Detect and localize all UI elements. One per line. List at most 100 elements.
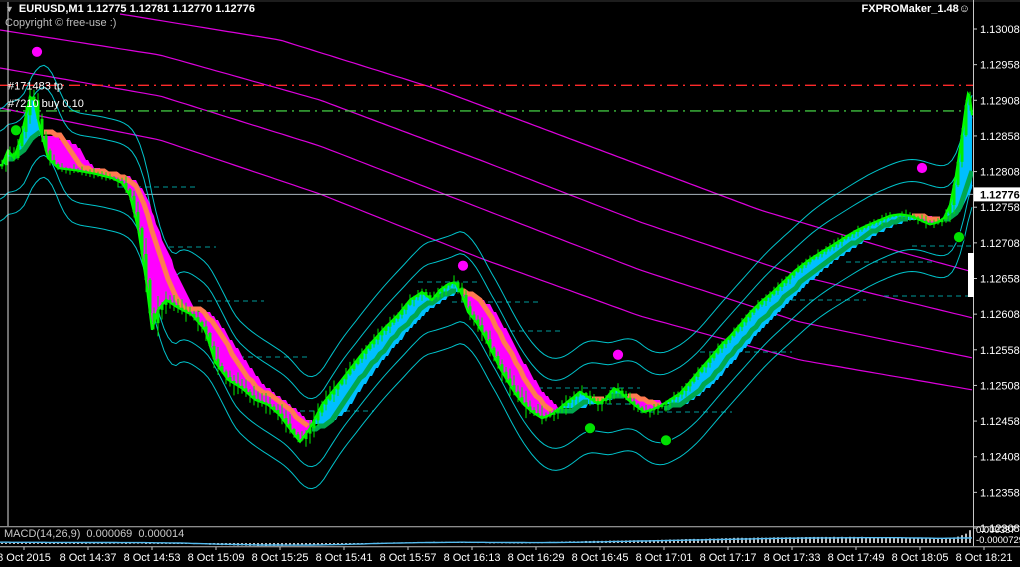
macd-histogram-bar	[105, 542, 107, 544]
macd-histogram-bar	[837, 537, 839, 543]
macd-histogram-bar	[773, 537, 775, 543]
chevron-down-icon[interactable]: ▼	[5, 4, 14, 14]
macd-histogram-bar	[681, 539, 683, 543]
candle-body	[400, 309, 404, 315]
candle-body	[36, 100, 40, 119]
candle-body	[56, 164, 60, 169]
candle-body	[696, 372, 700, 378]
candle-body	[524, 402, 528, 407]
price-tick-label: 1.12408	[980, 452, 1020, 464]
time-tick-label: 8 Oct 2015	[0, 552, 51, 564]
signal-dot-buy	[584, 422, 596, 435]
macd-histogram-bar	[129, 542, 131, 544]
trail-line-bear	[628, 393, 660, 408]
candle-body	[636, 404, 640, 408]
candle-body	[736, 327, 740, 332]
candle-body	[660, 404, 664, 407]
macd-axis-label: 0.000387	[976, 525, 1016, 536]
price-tick-label: 1.12658	[980, 274, 1020, 286]
candle-body	[8, 152, 12, 156]
candle-body	[376, 335, 380, 340]
candle-body	[592, 398, 596, 402]
candle-body	[112, 177, 116, 179]
candle-body	[128, 189, 132, 196]
candle-body	[948, 205, 952, 214]
macd-histogram-bar	[13, 543, 15, 544]
candle-body	[732, 331, 736, 337]
candle-body	[728, 336, 732, 341]
ribbon-bear-fill	[42, 135, 312, 442]
candle-body	[312, 420, 316, 429]
macd-histogram-bar	[741, 537, 743, 543]
macd-pane[interactable]	[0, 530, 973, 546]
macd-histogram-bar	[745, 537, 747, 543]
candle-body	[276, 410, 280, 414]
time-tick-label: 8 Oct 14:37	[60, 552, 117, 564]
time-tick-label: 8 Oct 17:33	[764, 552, 821, 564]
candle-body	[744, 317, 748, 323]
macd-histogram-bar	[777, 537, 779, 543]
candle-body	[500, 364, 504, 372]
candle-body	[228, 376, 232, 381]
candle-body	[588, 395, 592, 399]
candle-body	[668, 399, 672, 403]
time-tick-label: 8 Oct 15:57	[380, 552, 437, 564]
candle-body	[644, 410, 648, 412]
candle-body	[444, 285, 448, 289]
candle-body	[640, 407, 644, 411]
trail-line-bull	[556, 399, 588, 414]
candle-body	[604, 398, 608, 402]
candle-body	[932, 223, 936, 225]
candle-body	[60, 168, 64, 170]
macd-histogram-bar	[49, 542, 51, 544]
candle-body	[836, 241, 840, 245]
macd-histogram-bar	[789, 537, 791, 543]
candle-body	[252, 395, 256, 399]
candle-body	[172, 302, 176, 306]
macd-histogram-bar	[85, 542, 87, 544]
price-tick-label: 1.12458	[980, 416, 1020, 428]
macd-histogram-bar	[21, 543, 23, 544]
candle-body	[844, 236, 848, 240]
signal-dot-buy	[660, 434, 672, 447]
candle-body	[140, 227, 144, 254]
time-axis[interactable]: 8 Oct 2015 8 Oct 14:37 8 Oct 14:53 8 Oct 15…	[0, 547, 1012, 564]
macd-histogram-bar	[721, 538, 723, 543]
candle-body	[840, 239, 844, 242]
candle-body	[624, 393, 628, 398]
candle-body	[412, 297, 416, 300]
candle-body	[240, 385, 244, 389]
price-axis[interactable]: 1.13008 1.12958 1.12908 1.12858 1.12808 1.127…	[968, 0, 1020, 546]
macd-histogram-bar	[949, 537, 951, 543]
candle-body	[0, 165, 4, 167]
trail-line-bear	[44, 129, 310, 428]
bid-price-label: 1.12776	[980, 189, 1020, 201]
candle-body	[460, 287, 464, 295]
candle-body	[508, 378, 512, 386]
indicator-watermark: FXPROMaker_1.48☺	[861, 3, 970, 15]
candle-body	[396, 314, 400, 319]
signal-dot-buy	[10, 124, 22, 137]
candle-body	[152, 313, 156, 324]
macd-histogram-bar	[749, 537, 751, 543]
macd-histogram-bar	[37, 542, 39, 544]
candle-body	[92, 172, 96, 175]
main-chart-area[interactable]: #171483 tp #7210 buy 0.10	[0, 2, 973, 546]
candle-body	[608, 393, 612, 399]
candle-body	[388, 322, 392, 327]
macd-histogram-bar	[285, 543, 287, 546]
axis-scroll-marker[interactable]	[968, 253, 974, 297]
candle-body	[340, 379, 344, 385]
candle-body	[156, 309, 160, 324]
candle-body	[420, 292, 424, 295]
macd-histogram-bar	[853, 536, 855, 543]
candle-body	[900, 214, 904, 216]
macd-histogram-bar	[665, 539, 667, 543]
macd-histogram-bar	[669, 539, 671, 543]
macd-histogram-bar	[97, 542, 99, 544]
candle-body	[496, 356, 500, 365]
time-tick-label: 8 Oct 15:41	[316, 552, 373, 564]
trail-line-bull	[944, 170, 973, 222]
candle-body	[908, 215, 912, 217]
